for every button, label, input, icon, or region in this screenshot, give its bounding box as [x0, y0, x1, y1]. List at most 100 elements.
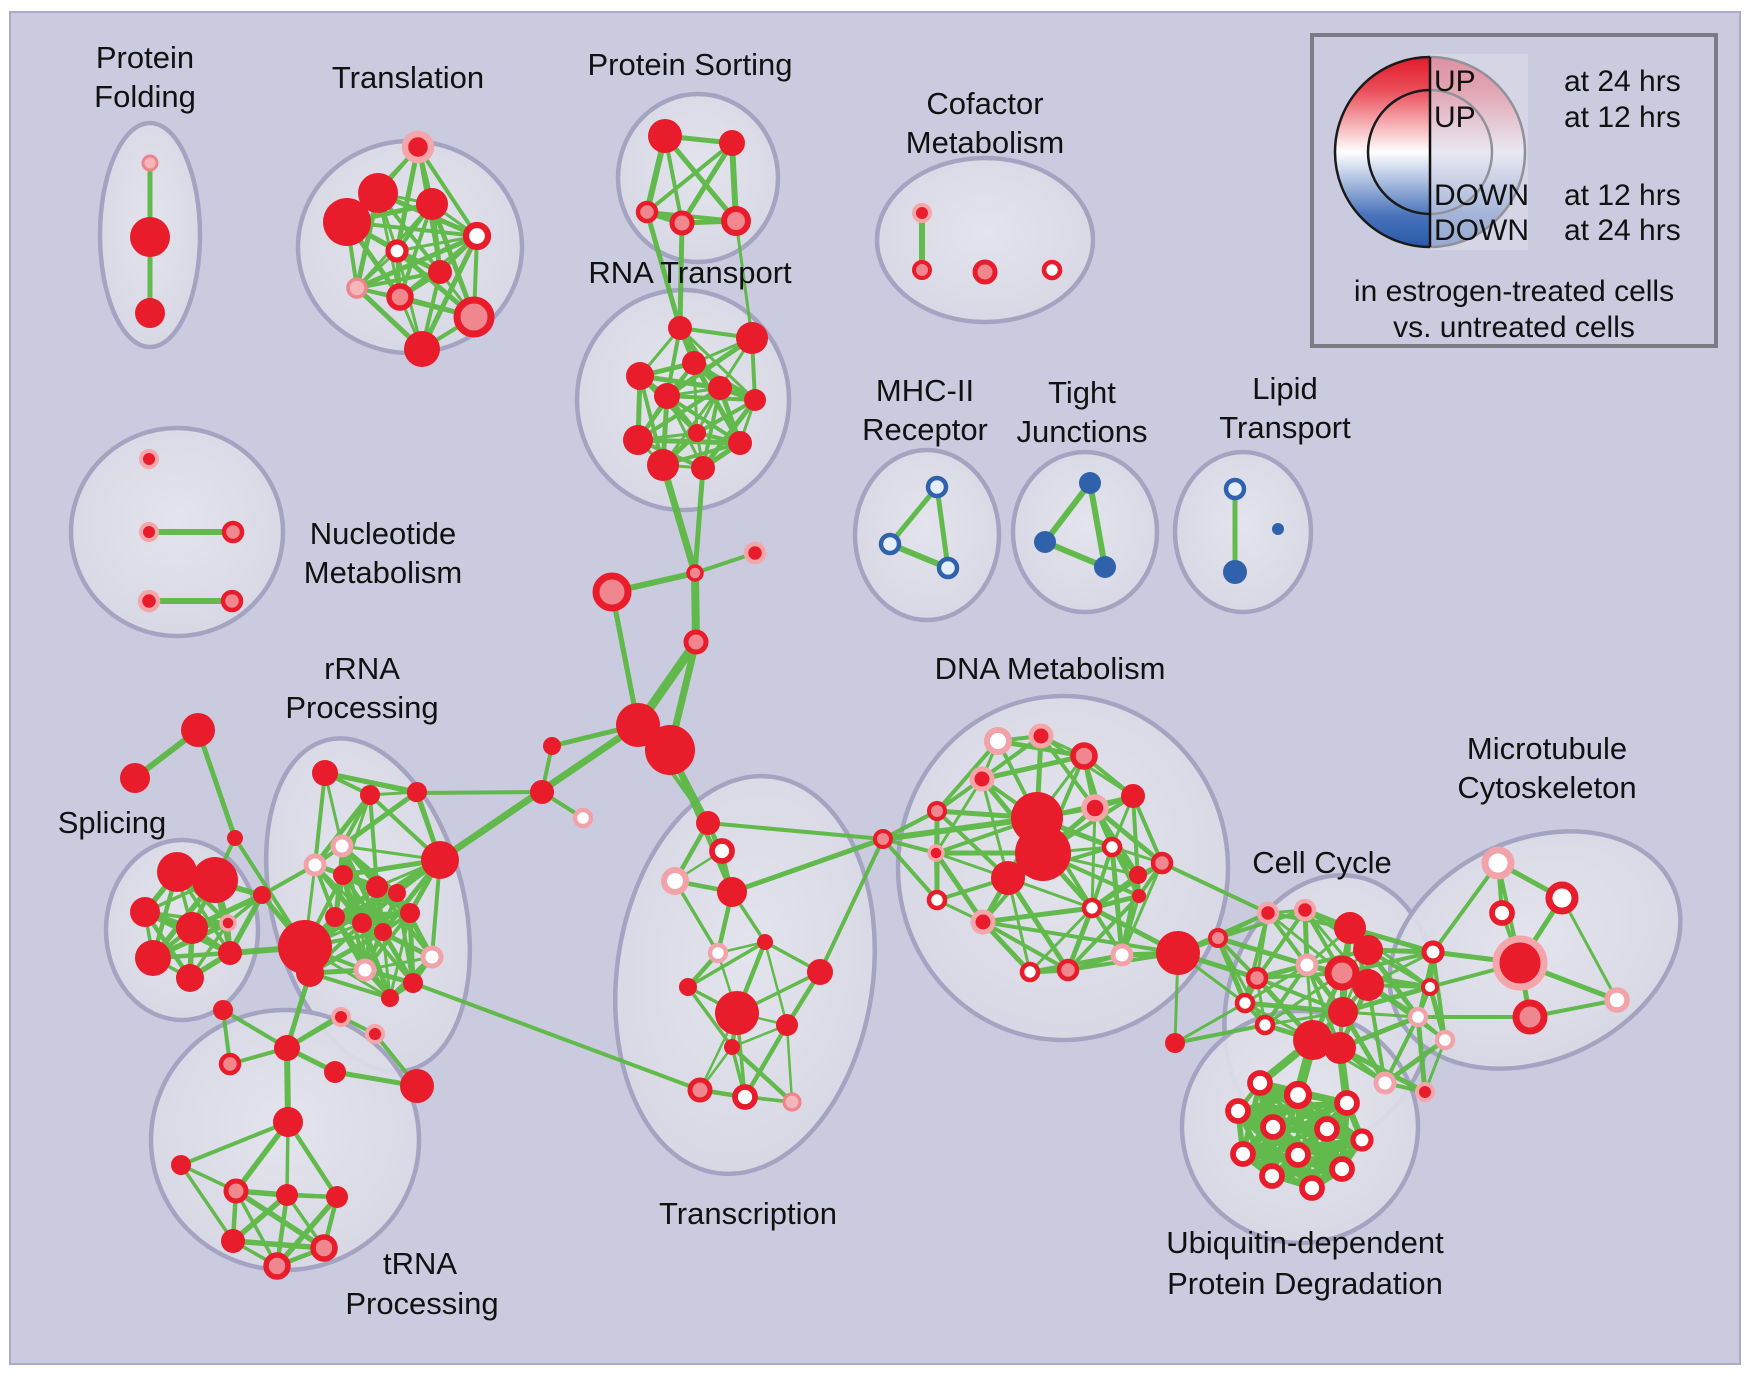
gene-node[interactable]	[1434, 1029, 1456, 1051]
gene-node[interactable]	[421, 841, 459, 879]
gene-node[interactable]	[1132, 889, 1146, 903]
gene-node[interactable]	[330, 834, 354, 858]
gene-node[interactable]	[273, 1107, 303, 1137]
gene-node[interactable]	[1230, 1141, 1256, 1167]
gene-node[interactable]	[1223, 560, 1247, 584]
gene-node[interactable]	[1156, 931, 1200, 975]
gene-node[interactable]	[1028, 723, 1054, 749]
gene-node[interactable]	[970, 909, 996, 935]
gene-node[interactable]	[873, 829, 893, 849]
gene-node[interactable]	[1415, 1082, 1435, 1102]
gene-node[interactable]	[374, 923, 392, 941]
gene-node[interactable]	[1041, 259, 1063, 281]
gene-node[interactable]	[326, 1186, 348, 1208]
gene-node[interactable]	[253, 886, 271, 904]
gene-node[interactable]	[130, 217, 170, 257]
gene-node[interactable]	[181, 713, 215, 747]
gene-node[interactable]	[782, 1092, 802, 1112]
gene-node[interactable]	[407, 782, 427, 802]
gene-node[interactable]	[346, 277, 368, 299]
gene-node[interactable]	[1420, 977, 1440, 997]
gene-node[interactable]	[176, 964, 204, 992]
gene-node[interactable]	[1225, 1098, 1251, 1124]
gene-node[interactable]	[925, 475, 949, 499]
gene-node[interactable]	[263, 1252, 291, 1280]
gene-node[interactable]	[983, 726, 1013, 756]
gene-node[interactable]	[592, 572, 632, 612]
gene-node[interactable]	[386, 283, 414, 311]
gene-node[interactable]	[1056, 958, 1080, 982]
gene-node[interactable]	[543, 737, 561, 755]
gene-node[interactable]	[385, 239, 409, 263]
gene-node[interactable]	[388, 884, 406, 902]
gene-node[interactable]	[1604, 987, 1630, 1013]
gene-node[interactable]	[626, 362, 654, 390]
gene-node[interactable]	[221, 1229, 245, 1253]
gene-node[interactable]	[1259, 1163, 1285, 1189]
gene-node[interactable]	[572, 807, 594, 829]
gene-node[interactable]	[530, 780, 554, 804]
gene-node[interactable]	[171, 1155, 191, 1175]
gene-node[interactable]	[1324, 955, 1360, 991]
gene-node[interactable]	[218, 1052, 242, 1076]
gene-node[interactable]	[744, 389, 766, 411]
gene-node[interactable]	[1272, 523, 1284, 535]
gene-node[interactable]	[1223, 477, 1247, 501]
gene-node[interactable]	[420, 945, 444, 969]
gene-node[interactable]	[623, 425, 653, 455]
gene-node[interactable]	[1293, 898, 1317, 922]
gene-node[interactable]	[366, 876, 388, 898]
gene-node[interactable]	[1512, 999, 1548, 1035]
gene-node[interactable]	[135, 940, 171, 976]
gene-node[interactable]	[926, 889, 948, 911]
gene-node[interactable]	[1015, 825, 1071, 881]
gene-node[interactable]	[296, 959, 324, 987]
gene-node[interactable]	[278, 920, 332, 974]
gene-node[interactable]	[403, 973, 423, 993]
gene-node[interactable]	[715, 991, 759, 1035]
gene-node[interactable]	[221, 520, 245, 544]
gene-node[interactable]	[708, 376, 732, 400]
gene-node[interactable]	[1283, 1080, 1313, 1110]
gene-node[interactable]	[1329, 1156, 1355, 1182]
gene-node[interactable]	[743, 541, 767, 565]
gene-node[interactable]	[972, 259, 998, 285]
gene-node[interactable]	[428, 260, 452, 284]
gene-node[interactable]	[400, 1069, 434, 1103]
gene-node[interactable]	[176, 912, 208, 944]
gene-node[interactable]	[1545, 881, 1579, 915]
gene-node[interactable]	[679, 978, 697, 996]
gene-node[interactable]	[1101, 836, 1123, 858]
gene-node[interactable]	[323, 198, 371, 246]
gene-node[interactable]	[333, 865, 353, 885]
gene-node[interactable]	[453, 296, 495, 338]
gene-node[interactable]	[687, 1077, 713, 1103]
gene-node[interactable]	[139, 449, 159, 469]
gene-node[interactable]	[135, 298, 165, 328]
gene-node[interactable]	[736, 322, 768, 354]
gene-node[interactable]	[416, 188, 448, 220]
gene-node[interactable]	[688, 424, 706, 442]
gene-node[interactable]	[192, 857, 238, 903]
gene-node[interactable]	[141, 154, 159, 172]
gene-node[interactable]	[358, 173, 398, 213]
gene-node[interactable]	[1295, 953, 1319, 977]
gene-node[interactable]	[1314, 1116, 1340, 1142]
gene-node[interactable]	[1094, 556, 1116, 578]
gene-node[interactable]	[139, 522, 159, 542]
gene-node[interactable]	[635, 200, 659, 224]
gene-node[interactable]	[719, 130, 745, 156]
gene-node[interactable]	[130, 897, 160, 927]
gene-node[interactable]	[1110, 943, 1134, 967]
gene-node[interactable]	[462, 221, 492, 251]
gene-node[interactable]	[1324, 1032, 1356, 1064]
gene-node[interactable]	[276, 1184, 298, 1206]
gene-node[interactable]	[1353, 935, 1383, 965]
gene-node[interactable]	[213, 1000, 233, 1020]
gene-node[interactable]	[400, 903, 420, 923]
gene-node[interactable]	[1150, 851, 1174, 875]
gene-node[interactable]	[1247, 1070, 1273, 1096]
gene-node[interactable]	[927, 801, 947, 821]
gene-node[interactable]	[1481, 846, 1515, 880]
gene-node[interactable]	[1492, 935, 1548, 991]
